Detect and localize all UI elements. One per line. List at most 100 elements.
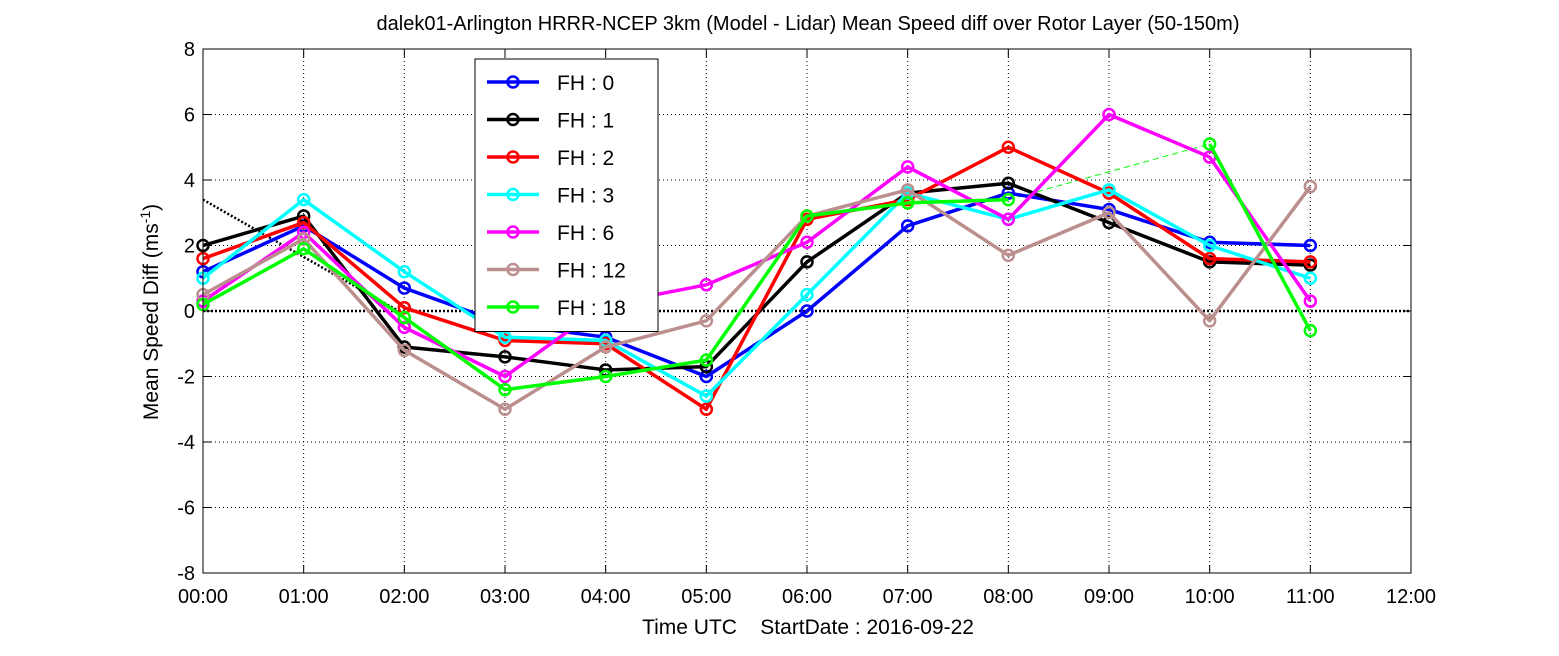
data-point [1202, 238, 1217, 253]
x-tick-label: 08:00 [983, 586, 1033, 608]
chart-title: dalek01-Arlington HRRR-NCEP 3km (Model -… [377, 13, 1240, 35]
data-point [1001, 140, 1016, 154]
y-axis-label-sup: -1 [137, 211, 153, 224]
data-point [699, 389, 714, 403]
legend-label: FH : 12 [557, 260, 626, 283]
data-point [598, 369, 613, 384]
data-point [900, 196, 915, 210]
data-point [1303, 271, 1318, 285]
data-point [699, 402, 714, 416]
data-point [900, 183, 915, 197]
y-tick-label: 0 [184, 301, 195, 323]
x-axis-label: Time UTC StartDate : 2016-09-22 [642, 616, 974, 639]
y-tick-label: -2 [177, 367, 195, 389]
x-tick-label: 02:00 [379, 586, 429, 608]
data-point [1102, 206, 1116, 220]
legend-label: FH : 6 [557, 222, 614, 245]
data-point [1303, 294, 1318, 308]
legend-label: FH : 2 [557, 147, 614, 170]
reference-line [1008, 143, 1210, 201]
legend-swatch-marker [506, 187, 520, 202]
legend-swatch-marker [506, 225, 520, 239]
y-tick-label: 8 [184, 39, 195, 61]
data-point [1001, 192, 1016, 207]
legend-item: FH : 6 [487, 222, 614, 245]
data-point [1202, 137, 1217, 151]
series-line [202, 197, 1009, 392]
legend-item: FH : 18 [487, 297, 626, 320]
data-point [498, 382, 512, 397]
legend-label: FH : 0 [557, 72, 614, 95]
x-tick-label: 11:00 [1286, 586, 1335, 608]
x-axis-label-date: StartDate : 2016-09-22 [760, 616, 974, 639]
data-point [800, 287, 814, 302]
legend-label: FH : 1 [557, 110, 614, 133]
data-point [498, 402, 512, 416]
y-axis-ticks: 8 6 4 2 0 -2 -4 -6 -8 [177, 39, 1411, 585]
legend-swatch-marker [506, 262, 520, 277]
data-point [1102, 183, 1116, 197]
legend-item: FH : 12 [487, 260, 626, 283]
data-point [1001, 176, 1016, 191]
legend-swatch-marker [506, 112, 520, 127]
series-line [202, 145, 1311, 411]
y-axis-label-main: Mean Speed Diff (ms [140, 223, 163, 420]
legend-item: FH : 1 [487, 110, 614, 133]
y-tick-label: 6 [184, 105, 195, 127]
data-point [1202, 251, 1217, 266]
data-point [1303, 238, 1318, 253]
legend-label: FH : 18 [557, 297, 626, 320]
y-tick-label: -6 [177, 498, 195, 520]
data-point [900, 219, 915, 233]
series-line [202, 185, 1312, 411]
data-point [498, 350, 512, 364]
x-tick-label: 00:00 [178, 586, 228, 608]
legend: FH : 0 FH : 1 FH : 2 FH : 3 FH : 6 FH : 12 FH … [474, 58, 659, 332]
legend-item: FH : 0 [487, 72, 614, 95]
data-point [699, 353, 714, 367]
y-tick-label: 4 [184, 170, 195, 192]
data-point [800, 255, 814, 269]
x-axis-label-main: Time UTC [642, 616, 737, 639]
data-point [1303, 323, 1318, 338]
series-line [1208, 143, 1312, 332]
data-point [397, 343, 412, 358]
data-point [1202, 314, 1217, 328]
series-line [201, 188, 1311, 398]
data-point [699, 314, 714, 328]
data-point [1303, 179, 1318, 194]
y-axis-label: Mean Speed Diff (ms-1) [137, 204, 163, 420]
y-tick-label: -8 [177, 563, 195, 585]
data-point [1001, 248, 1016, 263]
data-point [1303, 255, 1318, 269]
legend-label: FH : 3 [557, 185, 614, 208]
data-point [296, 242, 311, 256]
data-point [1001, 212, 1016, 227]
x-tick-label: 07:00 [883, 586, 933, 608]
x-tick-label: 01:00 [279, 586, 329, 608]
data-point [598, 340, 613, 354]
x-tick-label: 05:00 [681, 586, 731, 608]
x-tick-label: 06:00 [782, 586, 832, 608]
y-axis-label-close: ) [140, 204, 163, 211]
data-point [800, 209, 814, 223]
x-tick-label: 03:00 [480, 586, 530, 608]
series-fh-12 [196, 179, 1318, 416]
x-tick-label: 12:00 [1386, 586, 1436, 608]
data-point [800, 304, 814, 318]
data-point [699, 278, 714, 292]
y-tick-label: 2 [184, 236, 195, 258]
legend-swatch-marker [506, 300, 520, 314]
series-line [202, 112, 1312, 379]
legend-swatch-marker [506, 150, 520, 164]
data-point [397, 264, 412, 279]
data-point [498, 369, 512, 384]
data-point [296, 192, 311, 207]
x-axis-ticks: 00:00 01:00 02:00 03:00 04:00 05:00 06:00 07:00… [178, 49, 1436, 608]
data-point [1102, 107, 1116, 122]
legend-item: FH : 2 [487, 147, 614, 170]
x-tick-label: 09:00 [1084, 586, 1134, 608]
data-point [397, 281, 412, 295]
x-axis-label-gap [737, 616, 760, 639]
